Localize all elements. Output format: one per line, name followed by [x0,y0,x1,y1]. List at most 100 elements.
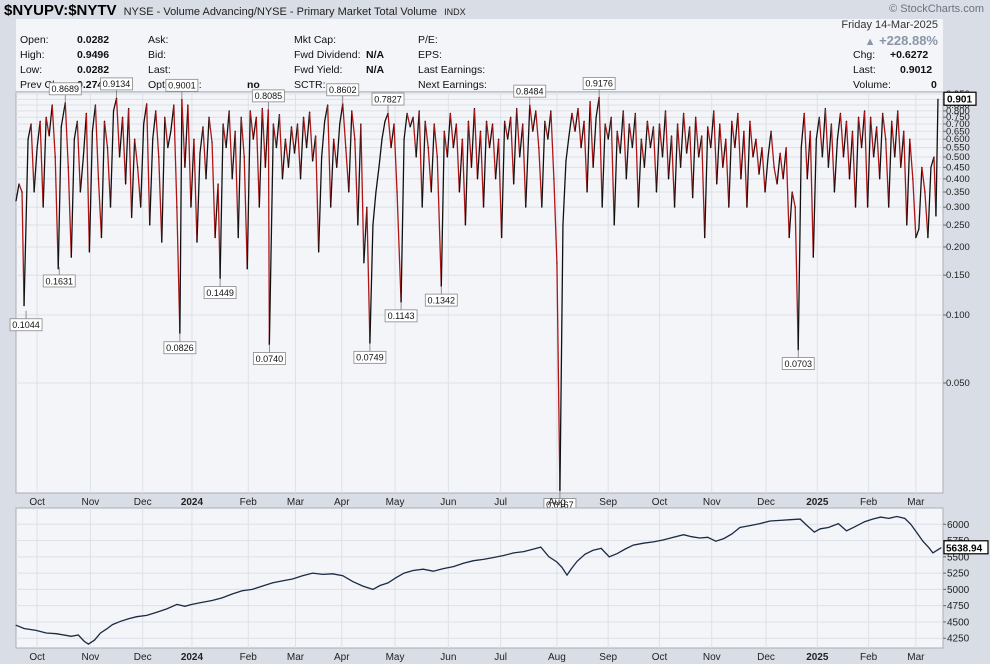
high-label: High: [20,49,45,61]
ratio-point [903,130,905,132]
lower-y-axis: 4250 4500 4750 5000 5250 5500 5750 6000 5638.94 [943,520,989,645]
main-xtick-label-3: 2024 [181,497,204,508]
ratio-point [45,116,47,118]
spx-point [662,539,664,541]
ratio-segment [719,123,724,168]
ratio-segment [924,191,929,238]
ratio-point [167,147,169,149]
fwd-yield-label: Fwd Yield: [294,64,343,76]
ratio-segment [70,139,75,258]
ratio-segment [522,123,527,208]
annotation-label-11: 0.7827 [374,94,402,104]
annotation-label-17: 0.0703 [784,359,812,369]
ratio-segment [103,121,109,148]
ratio-point [430,191,432,193]
ratio-point [400,301,402,303]
ratio-segment [339,103,344,125]
spx-point [432,570,434,572]
ratio-segment [903,131,908,226]
spx-point [888,517,890,519]
ratio-point [91,130,94,132]
spx-point [928,547,930,549]
ratio-point [604,123,606,125]
pct-change-value: +228.88% [879,33,938,48]
ratio-segment [164,117,169,148]
ratio-point [758,173,760,175]
ratio-segment [497,139,503,238]
ratio-point [345,147,347,149]
ratio-point [845,120,848,122]
ratio-segment [553,178,558,263]
ratio-segment [342,103,347,148]
ratio-point [937,98,939,100]
annotation-box-12 [384,309,418,323]
ratio-segment [716,123,721,184]
ratio-point [293,152,296,154]
ratio-segment [888,121,893,208]
ratio-point [586,191,588,193]
ratio-point [628,123,630,125]
ratio-segment [311,135,317,162]
ratio-point [396,191,398,193]
ratio-point [507,138,509,140]
spx-point [548,556,550,558]
ratio-segment [228,110,233,179]
ratio-segment [473,108,479,179]
ratio-point [85,112,87,114]
ratio-segment [45,117,50,137]
ratio-segment [746,121,751,208]
spx-point [769,520,771,522]
ratio-segment [491,123,497,179]
ratio-segment [773,167,778,185]
ratio-point [76,120,78,122]
ratio-segment [782,147,787,179]
ratio-segment [571,113,576,132]
main-xtick-label-1: Nov [82,497,100,508]
ratio-segment [299,117,305,179]
ratio-segment [652,126,658,193]
bid-label: Bid: [148,49,167,61]
main-xtick-label-12: Oct [652,497,668,508]
ratio-point [118,156,121,158]
prev-close-value: 0.2740 [77,79,110,91]
ratio-segment [510,117,515,184]
ratio-segment [655,123,661,193]
spx-point [576,560,578,562]
ratio-segment [360,123,365,263]
lower-xtick-label-8: Jun [440,652,456,663]
ratio-point [797,349,799,351]
lower-xtick-label-5: Mar [287,652,305,663]
ratio-point [436,156,438,158]
lower-xtick-label-1: Nov [82,652,100,663]
ratio-segment [479,131,485,208]
ratio-point [707,126,709,128]
ratio-point [433,123,435,125]
ratio-point [155,110,157,112]
ratio-point [421,206,423,208]
ratio-point [689,126,691,128]
ratio-segment [243,157,248,269]
ratio-segment [48,104,53,136]
main-xtick-label-9: Jul [494,497,507,508]
spx-point [55,633,57,635]
ratio-segment [390,123,395,148]
lower-ytick-label-1: 4500 [947,617,970,628]
ratio-segment [124,108,130,184]
ratio-point [467,120,470,122]
annotation-label-12: 0.1143 [388,311,415,321]
ratio-point [184,166,186,168]
ratio-point [791,191,793,193]
spx-point [739,527,741,529]
ratio-point [128,107,130,110]
ratio-segment [568,113,573,137]
ratio-point [879,178,881,180]
ratio-point [658,123,661,125]
ratio-point [409,126,411,128]
ratio-point [137,166,139,168]
ratio-segment [409,117,414,128]
lower-ytick-label-6: 5750 [947,536,970,547]
main-xtick-label-15: 2025 [806,497,829,508]
ratio-point [372,224,374,226]
ratio-point [498,138,500,140]
